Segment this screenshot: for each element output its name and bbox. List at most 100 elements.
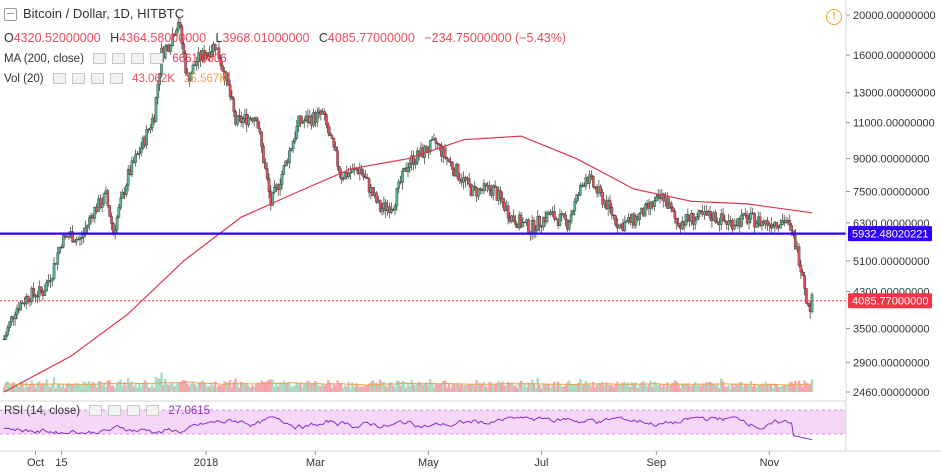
volume-bar — [581, 385, 584, 392]
volume-bar — [529, 382, 532, 392]
more-icon[interactable] — [109, 73, 123, 85]
candle — [545, 210, 549, 225]
rsi-pane[interactable] — [0, 400, 846, 451]
volume-bar — [73, 385, 76, 392]
volume-bar — [138, 383, 141, 392]
volume-bar — [393, 387, 397, 392]
volume-bar — [65, 384, 69, 392]
volume-bar — [492, 385, 495, 392]
candle — [493, 180, 497, 188]
candle — [87, 215, 91, 231]
volume-bar — [462, 385, 465, 392]
close-icon[interactable] — [131, 53, 145, 65]
volume-bar — [436, 384, 439, 392]
volume-bar — [88, 381, 91, 392]
volume-bar — [182, 380, 185, 392]
candle — [579, 182, 582, 197]
volume-bar — [269, 379, 273, 392]
volume-bar — [575, 383, 578, 392]
time-axis[interactable]: Oct 15 2018 Mar May Jul Sep Nov — [27, 451, 780, 469]
candle — [262, 142, 265, 164]
candle — [699, 210, 703, 214]
settings-icon[interactable] — [108, 405, 122, 417]
candle — [743, 208, 747, 219]
candle — [686, 208, 690, 223]
volume-bar — [786, 384, 790, 392]
volume-bar — [619, 383, 623, 392]
volume-bar — [384, 386, 387, 392]
alert-icon[interactable]: ! — [826, 9, 842, 25]
ohlc-row: O4320.52000000 H4364.58000000 L3968.0100… — [4, 30, 572, 46]
volume-bar — [315, 384, 319, 392]
volume-bar — [195, 387, 198, 392]
volume-bar — [699, 385, 703, 392]
volume-bar — [644, 384, 647, 392]
close-icon[interactable] — [90, 73, 104, 85]
last-price-tag: 4085.77000000 — [848, 293, 932, 309]
visibility-icon[interactable] — [52, 73, 66, 85]
candle — [238, 108, 241, 122]
candle — [137, 146, 141, 160]
more-icon[interactable] — [150, 53, 164, 65]
volume-bar — [75, 382, 78, 392]
volume-bar — [523, 383, 526, 392]
settings-icon[interactable] — [112, 53, 126, 65]
candle — [365, 173, 369, 180]
candle — [32, 282, 35, 299]
volume-bar — [610, 385, 614, 392]
volume-bar — [742, 386, 745, 392]
volume-bar — [403, 382, 406, 392]
visibility-icon[interactable] — [89, 405, 103, 417]
candle — [43, 284, 47, 296]
candle — [393, 203, 397, 216]
volume-bar — [757, 385, 760, 392]
volume-bar — [675, 381, 678, 392]
candle — [473, 181, 477, 192]
rsi-value: 27.0615 — [168, 405, 211, 417]
volume-bar — [106, 380, 109, 392]
candle — [527, 218, 530, 236]
more-icon[interactable] — [146, 405, 160, 417]
candle — [110, 212, 113, 231]
volume-bar — [13, 386, 17, 392]
volume-bar — [438, 383, 441, 392]
candle — [171, 27, 174, 47]
volume-bar — [225, 382, 228, 392]
candle — [601, 189, 604, 209]
volume-bar — [99, 381, 102, 392]
volume-bar — [95, 387, 98, 392]
volume-bar — [193, 384, 197, 392]
volume-bar — [606, 384, 610, 392]
volume-bar — [330, 388, 334, 392]
volume-bar — [271, 379, 274, 392]
volume-bar — [771, 388, 775, 392]
volume-bar — [412, 384, 415, 392]
candle — [779, 219, 782, 229]
candle — [447, 158, 451, 163]
volume-bar — [139, 386, 143, 392]
candle — [590, 170, 593, 180]
candle — [612, 214, 616, 221]
candle — [210, 44, 213, 59]
volume-bar — [169, 383, 172, 392]
candle — [677, 217, 680, 228]
candle — [771, 223, 775, 229]
collapse-icon[interactable] — [4, 8, 17, 22]
settings-icon[interactable] — [71, 73, 85, 85]
candle — [102, 192, 106, 207]
volume-bar — [801, 386, 804, 392]
volume-bar — [423, 383, 426, 392]
volume-bar — [803, 380, 806, 392]
volume-bar — [143, 380, 147, 392]
close-icon[interactable] — [127, 405, 141, 417]
candle — [100, 197, 104, 212]
volume-bar — [658, 384, 662, 392]
volume-bar — [112, 385, 115, 392]
volume-bar — [97, 381, 100, 392]
volume-bar — [91, 382, 95, 392]
candle — [380, 202, 384, 216]
visibility-icon[interactable] — [93, 53, 107, 65]
volume-bar — [712, 383, 715, 392]
